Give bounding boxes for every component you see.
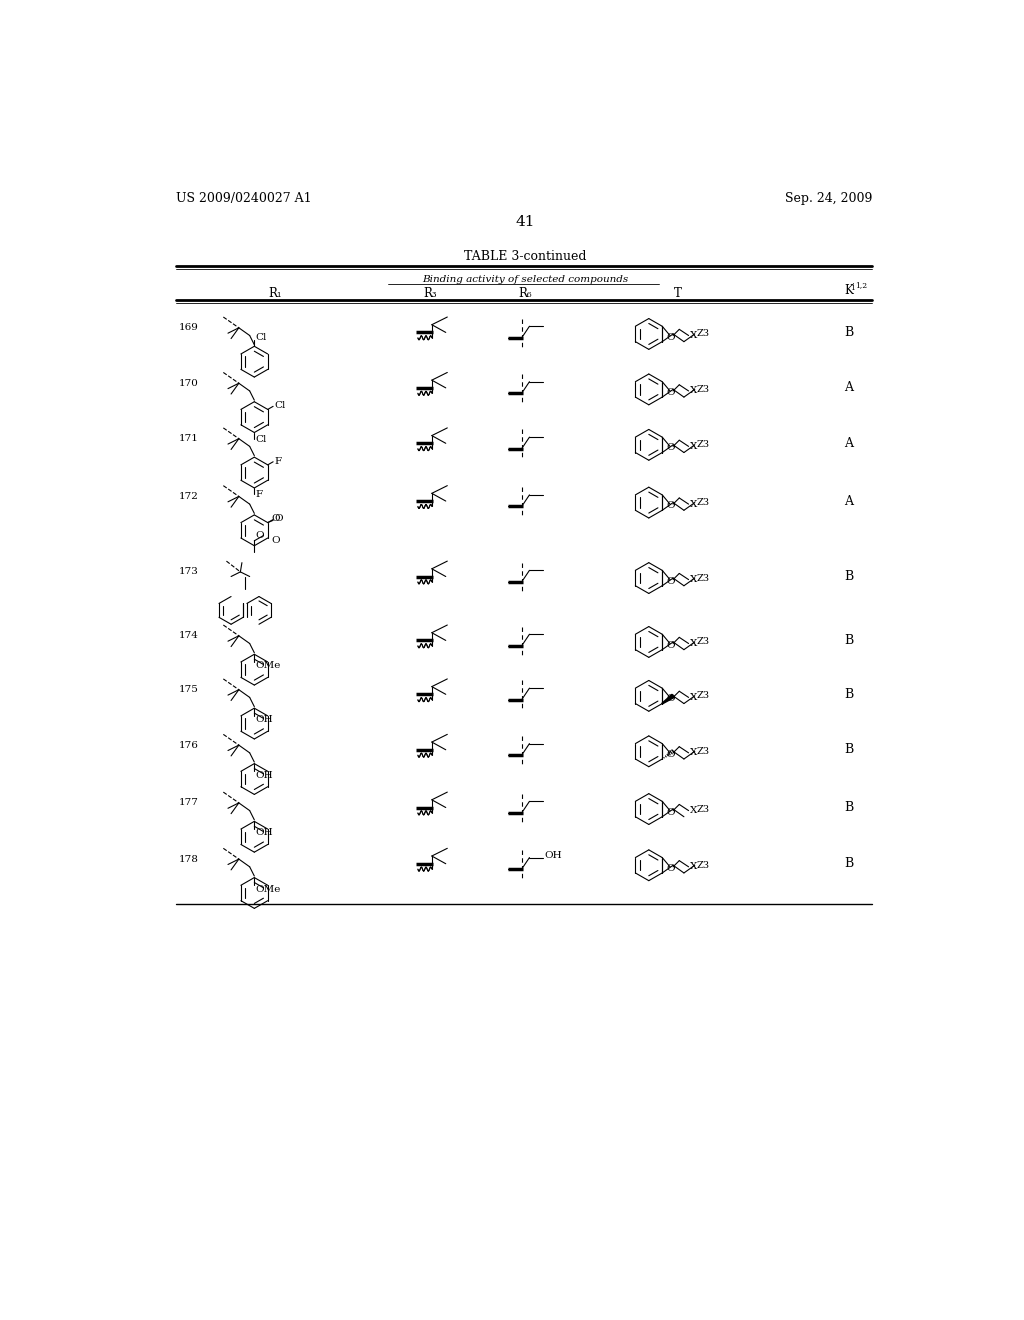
Text: R₁: R₁ bbox=[268, 286, 282, 300]
Text: B: B bbox=[844, 326, 853, 339]
Text: A: A bbox=[844, 495, 853, 508]
Text: 1,2: 1,2 bbox=[855, 281, 867, 289]
Text: B: B bbox=[844, 570, 853, 583]
Text: X: X bbox=[690, 442, 697, 451]
Text: X: X bbox=[690, 693, 697, 702]
Text: A: A bbox=[844, 437, 853, 450]
Text: Sep. 24, 2009: Sep. 24, 2009 bbox=[784, 191, 872, 205]
Text: O: O bbox=[271, 515, 280, 523]
Text: B: B bbox=[844, 743, 853, 756]
Text: O: O bbox=[667, 444, 676, 453]
Text: O: O bbox=[667, 694, 676, 704]
Text: Binding activity of selected compounds: Binding activity of selected compounds bbox=[422, 275, 628, 284]
Text: OH: OH bbox=[544, 851, 562, 859]
Text: 171: 171 bbox=[178, 434, 199, 444]
Text: O: O bbox=[667, 863, 676, 873]
Text: 178: 178 bbox=[178, 854, 199, 863]
Text: OMe: OMe bbox=[255, 661, 281, 671]
Text: F: F bbox=[255, 491, 262, 499]
Text: 173: 173 bbox=[178, 568, 199, 577]
Text: K: K bbox=[845, 284, 853, 297]
Text: Z3: Z3 bbox=[696, 638, 710, 647]
Text: Z3: Z3 bbox=[696, 805, 710, 813]
Text: X: X bbox=[690, 807, 697, 814]
Text: TABLE 3-continued: TABLE 3-continued bbox=[464, 251, 586, 264]
Text: OH: OH bbox=[255, 771, 272, 780]
Text: Cl: Cl bbox=[256, 333, 267, 342]
Text: R₃: R₃ bbox=[424, 286, 437, 300]
Text: Z3: Z3 bbox=[696, 330, 710, 338]
Text: B: B bbox=[844, 688, 853, 701]
Text: T: T bbox=[675, 286, 682, 300]
Text: B: B bbox=[844, 857, 853, 870]
Text: O: O bbox=[667, 640, 676, 649]
Text: X: X bbox=[690, 862, 697, 871]
Text: Z3: Z3 bbox=[696, 498, 710, 507]
Text: 169: 169 bbox=[178, 323, 199, 333]
Text: B: B bbox=[844, 634, 853, 647]
Text: Cl: Cl bbox=[274, 401, 286, 411]
Text: X: X bbox=[690, 576, 697, 583]
Text: O: O bbox=[255, 531, 264, 540]
Text: X: X bbox=[690, 639, 697, 648]
Text: Z3: Z3 bbox=[696, 441, 710, 449]
Text: 174: 174 bbox=[178, 631, 199, 640]
Text: O: O bbox=[667, 577, 676, 586]
Text: 177: 177 bbox=[178, 799, 199, 808]
Text: OMe: OMe bbox=[255, 884, 281, 894]
Text: i: i bbox=[852, 284, 855, 292]
Text: O: O bbox=[667, 333, 676, 342]
Text: Z3: Z3 bbox=[696, 574, 710, 582]
Text: Z3: Z3 bbox=[696, 861, 710, 870]
Text: O: O bbox=[271, 536, 280, 545]
Polygon shape bbox=[662, 694, 674, 704]
Text: Z3: Z3 bbox=[696, 692, 710, 701]
Text: US 2009/0240027 A1: US 2009/0240027 A1 bbox=[176, 191, 311, 205]
Text: O: O bbox=[667, 750, 676, 759]
Text: F: F bbox=[274, 457, 282, 466]
Text: 41: 41 bbox=[515, 215, 535, 228]
Text: O: O bbox=[667, 388, 676, 397]
Text: 176: 176 bbox=[178, 741, 199, 750]
Text: Z3: Z3 bbox=[696, 747, 710, 756]
Text: O: O bbox=[274, 515, 283, 523]
Text: Cl: Cl bbox=[255, 436, 266, 444]
Text: B: B bbox=[844, 801, 853, 814]
Text: 170: 170 bbox=[178, 379, 199, 388]
Text: O: O bbox=[667, 808, 676, 817]
Text: X: X bbox=[690, 387, 697, 396]
Text: OH: OH bbox=[255, 829, 272, 837]
Text: R₆: R₆ bbox=[518, 286, 531, 300]
Text: OH: OH bbox=[255, 715, 272, 725]
Text: O: O bbox=[667, 502, 676, 510]
Text: X: X bbox=[690, 748, 697, 758]
Text: 172: 172 bbox=[178, 492, 199, 500]
Text: A: A bbox=[844, 381, 853, 395]
Text: X: X bbox=[690, 331, 697, 341]
Text: 175: 175 bbox=[178, 685, 199, 694]
Text: X: X bbox=[690, 500, 697, 508]
Text: Z3: Z3 bbox=[696, 385, 710, 393]
